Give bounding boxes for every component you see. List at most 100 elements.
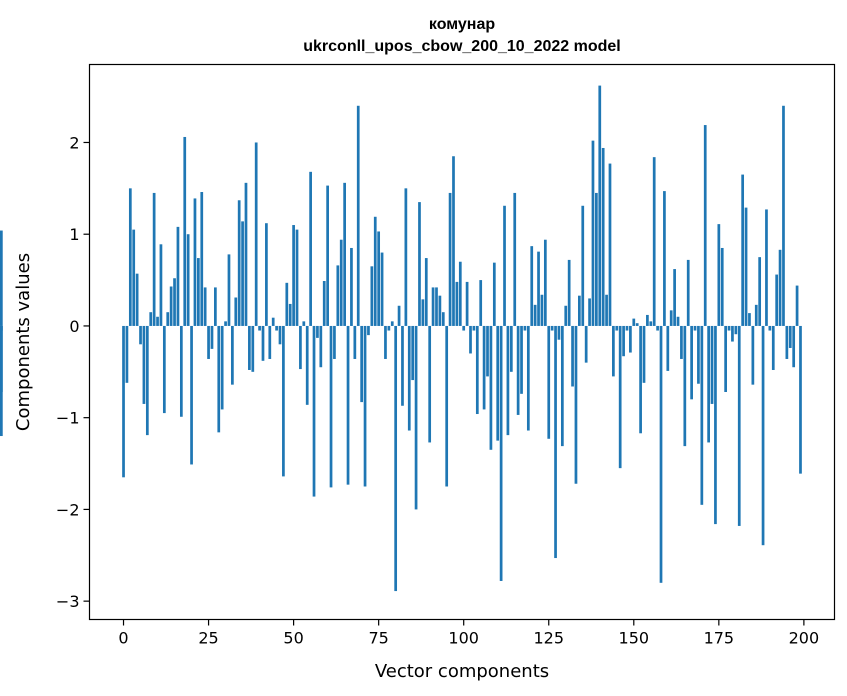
y-tick-label: −1: [56, 409, 80, 428]
bar: [145, 325, 149, 436]
bar: [438, 295, 442, 326]
bar: [322, 281, 326, 326]
bar: [241, 221, 244, 326]
bar: [482, 325, 486, 410]
bar: [295, 229, 299, 326]
x-tick-label: 150: [619, 629, 650, 648]
bar: [622, 325, 625, 357]
bar: [200, 192, 204, 326]
bar: [581, 205, 585, 326]
bar: [418, 202, 421, 326]
bar: [186, 234, 190, 326]
bar: [458, 261, 462, 326]
bar: [265, 223, 268, 326]
bar: [635, 323, 639, 326]
bar: [401, 325, 404, 406]
bar: [499, 325, 503, 581]
bar: [707, 325, 710, 443]
bar: [179, 325, 183, 417]
bar: [288, 303, 292, 326]
bar: [605, 294, 608, 326]
bar-series: [0, 85, 802, 592]
x-tick-label: 200: [789, 629, 820, 648]
bar: [754, 304, 758, 326]
bar: [261, 325, 265, 361]
bar: [496, 325, 500, 441]
bar: [356, 105, 360, 326]
bar: [768, 325, 772, 331]
bar: [421, 299, 425, 326]
bar: [220, 325, 224, 410]
bar: [224, 321, 227, 326]
bar: [649, 321, 653, 326]
bar: [0, 230, 3, 326]
bar: [156, 316, 159, 326]
bar: [363, 325, 367, 487]
bar: [394, 325, 398, 592]
bar: [414, 325, 418, 510]
bar: [244, 182, 248, 326]
bar: [309, 171, 312, 326]
bar: [795, 285, 799, 326]
bar: [128, 188, 132, 326]
bar: [724, 325, 727, 392]
bar: [686, 259, 690, 326]
bar: [397, 305, 401, 326]
bar: [125, 325, 129, 383]
x-axis-ticks: 0 25 50 75 100 125 150 175 200: [118, 619, 820, 648]
bar: [601, 147, 605, 326]
bar: [751, 325, 755, 385]
bar: [377, 231, 381, 326]
bar: [557, 325, 561, 340]
bar: [431, 287, 435, 326]
bar: [475, 325, 479, 415]
bar: [516, 325, 520, 415]
bar: [465, 281, 469, 326]
bar: [387, 325, 391, 331]
bar: [268, 325, 272, 359]
bar: [285, 282, 289, 326]
bar: [618, 325, 622, 469]
bar: [727, 325, 731, 331]
bar: [761, 325, 765, 546]
bar: [560, 325, 564, 447]
bar: [339, 239, 343, 326]
bar: [744, 207, 748, 326]
x-tick-label: 0: [118, 629, 128, 648]
bar: [513, 192, 517, 326]
bar: [292, 225, 295, 326]
bar: [0, 325, 3, 392]
bar: [159, 244, 163, 326]
bar: [778, 249, 782, 326]
bar: [720, 247, 724, 326]
bar: [683, 325, 687, 447]
bar: [149, 312, 153, 326]
x-tick-label: 100: [448, 629, 479, 648]
bar: [612, 325, 615, 377]
bar: [646, 314, 649, 326]
bar: [530, 246, 534, 326]
bar: [445, 325, 449, 487]
bar: [329, 325, 333, 488]
bar: [169, 286, 173, 326]
bar: [346, 325, 350, 485]
bar: [370, 266, 374, 326]
bar: [142, 325, 146, 404]
bar: [176, 226, 180, 326]
bar: [452, 156, 455, 326]
y-tick-label: −2: [56, 500, 80, 519]
bar: [384, 325, 387, 359]
y-tick-label: −3: [56, 592, 80, 611]
bar: [554, 325, 557, 559]
bar: [404, 188, 408, 326]
bar: [139, 325, 142, 345]
bar: [673, 269, 676, 326]
bar: [629, 325, 632, 353]
y-tick-label: 2: [69, 133, 79, 152]
bar: [217, 325, 221, 433]
bar: [486, 325, 489, 377]
bar: [173, 278, 176, 326]
bar: [278, 325, 282, 345]
x-tick-label: 125: [533, 629, 564, 648]
